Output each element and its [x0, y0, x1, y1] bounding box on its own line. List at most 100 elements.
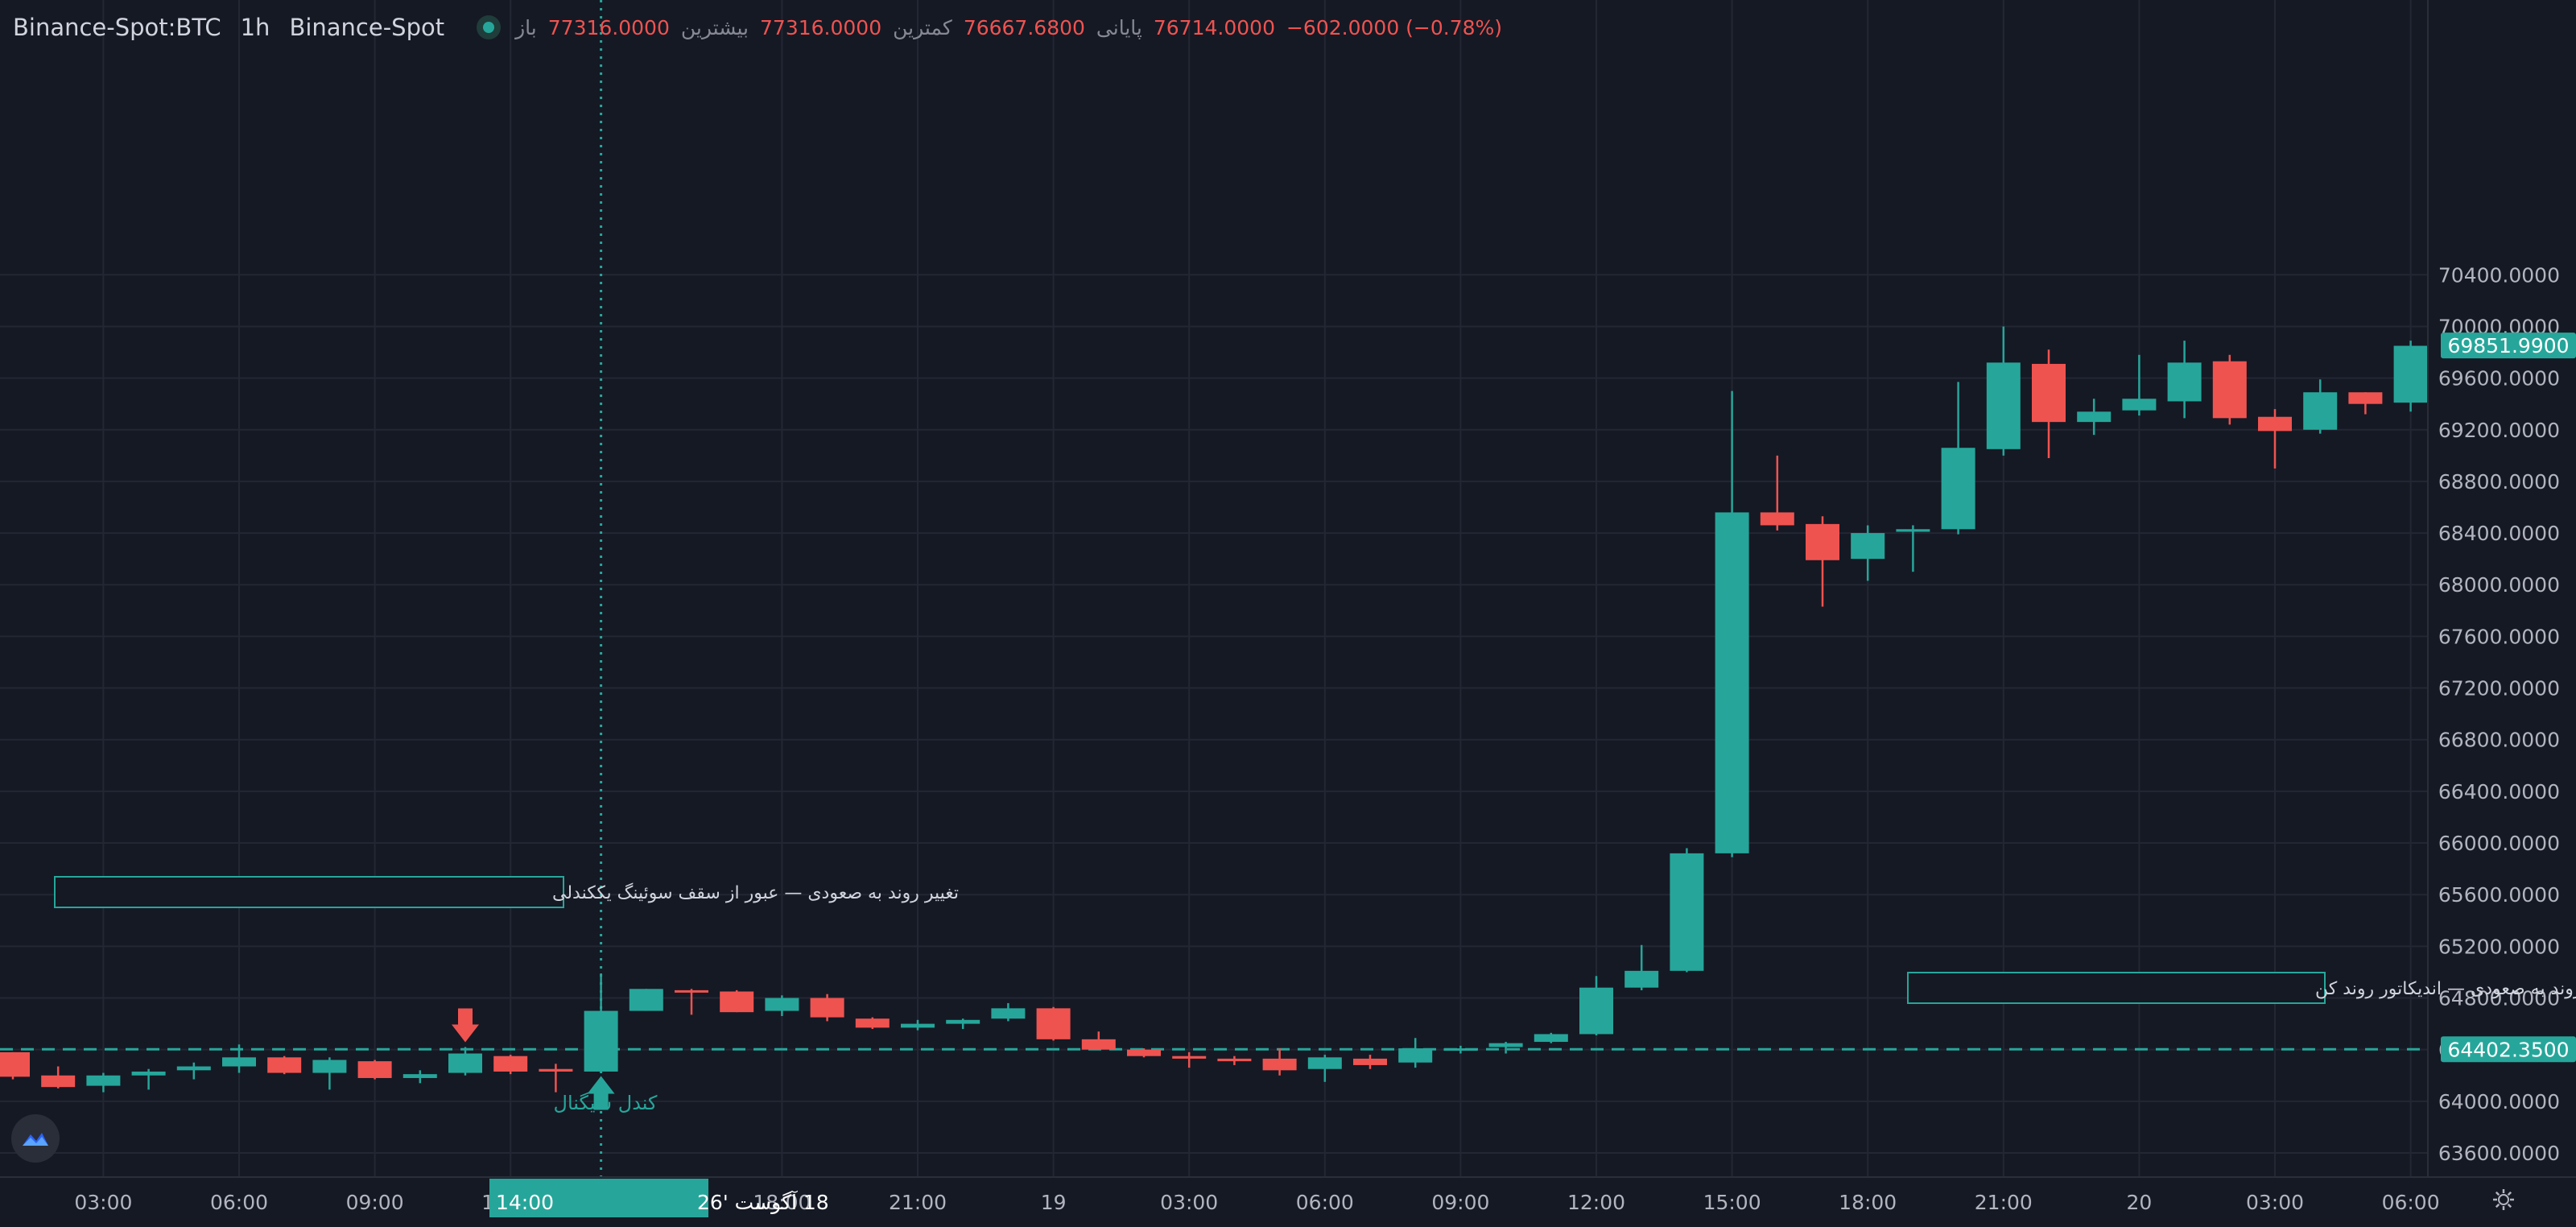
candle-body [1081, 1039, 1116, 1050]
price-tick-label: 65200.0000 [2438, 935, 2560, 958]
close-value: 76714.0000 [1153, 15, 1275, 39]
time-axis[interactable]: 03:00 06:00 09:00 12:00 18:00 21:00 19 03:00 06:… [0, 1176, 2576, 1217]
price-tick-label: 68400.0000 [2438, 522, 2560, 545]
price-tick-label: 64000.0000 [2438, 1090, 2560, 1113]
candle-body [2122, 399, 2157, 411]
candle-body [86, 1075, 121, 1086]
candle-body [1896, 529, 1930, 532]
high-label: بیشترین [680, 15, 749, 39]
price-tick-label: 64800.0000 [2438, 987, 2560, 1010]
candle-body [1851, 533, 1885, 560]
candle-body [946, 1019, 980, 1024]
right-annotation-box [1907, 972, 2326, 1004]
candle-body [1353, 1058, 1387, 1065]
candle-body [855, 1018, 890, 1028]
market-status-icon[interactable] [477, 15, 502, 39]
candle-body [1986, 362, 2021, 449]
candle-body [1534, 1034, 1568, 1043]
time-tick-label: 06:00 [1296, 1191, 1354, 1214]
price-tick-label: 67200.0000 [2438, 677, 2560, 700]
left-annotation-text: تغییر روند به صعودی — عبور از سقف سوئینگ… [552, 882, 959, 903]
price-tick-label: 63600.0000 [2438, 1142, 2560, 1165]
price-tick-label: 66800.0000 [2438, 729, 2560, 752]
open-value: 77316.0000 [547, 15, 670, 39]
chart-header: Binance-Spot:BTC 1h Binance-Spot باز 773… [0, 0, 2436, 55]
candle-body [810, 998, 844, 1018]
candle-body [402, 1074, 437, 1078]
low-value: 76667.6800 [963, 15, 1085, 39]
candle-body [2303, 392, 2338, 430]
candle-body [1262, 1058, 1297, 1071]
candle-body [357, 1061, 392, 1078]
symbol-name[interactable]: Binance-Spot:BTC [13, 14, 221, 41]
candle-body [2032, 363, 2066, 423]
left-annotation-box [54, 876, 564, 908]
time-tick-label: 09:00 [346, 1191, 404, 1214]
crosshair-date-label: 18 آگوست '26 [697, 1190, 829, 1214]
time-tick-label: 06:00 [2382, 1191, 2440, 1214]
candle-body [0, 1051, 30, 1077]
time-tick-label: 21:00 [889, 1191, 947, 1214]
candle-body [629, 989, 663, 1011]
settings-gear-icon[interactable] [2489, 1185, 2518, 1214]
signal-markers [452, 1008, 615, 1110]
timeframe[interactable]: 1h [240, 14, 270, 41]
sell-arrow-icon [452, 1008, 479, 1043]
high-value: 77316.0000 [760, 15, 882, 39]
candle-body [267, 1057, 302, 1073]
candle-body [2258, 416, 2292, 432]
candle-body [1760, 512, 1794, 526]
time-tick-label: 03:00 [74, 1191, 132, 1214]
candle-body [1715, 512, 1749, 853]
change-value: −602.0000 (−0.78%) [1286, 15, 1503, 39]
candle-body [1398, 1048, 1433, 1063]
candle-body [1670, 853, 1704, 971]
time-tick-label: 03:00 [2246, 1191, 2304, 1214]
candle-body [312, 1060, 347, 1073]
ohlc-legend: باز 77316.0000 بیشترین 77316.0000 کمترین… [515, 16, 1502, 39]
candle-body [41, 1075, 76, 1088]
time-tick-label: 09:00 [1431, 1191, 1489, 1214]
status-dot [483, 22, 495, 33]
candle-body [2348, 392, 2383, 404]
price-tick-label: 66400.0000 [2438, 780, 2560, 804]
candle-body [1941, 448, 1975, 530]
price-tick-label: 70400.0000 [2438, 263, 2560, 287]
time-tick-label: 18:00 [753, 1191, 811, 1214]
candle-body [1624, 970, 1659, 988]
candle-body [2167, 362, 2202, 402]
candle-body [1307, 1057, 1342, 1069]
candle-body [222, 1057, 256, 1067]
time-tick-label: 19 [1041, 1191, 1067, 1214]
candles [0, 326, 2428, 1093]
brand-logo-icon[interactable] [11, 1114, 60, 1163]
price-tag [2441, 1036, 2576, 1063]
candle-body [991, 1008, 1026, 1019]
low-label: کمترین [893, 15, 952, 39]
candle-body [448, 1053, 482, 1073]
time-tick-label: 15:00 [1703, 1191, 1761, 1214]
candle-body [1127, 1049, 1161, 1056]
crosshair-time-label: 14:00 [496, 1191, 554, 1214]
price-tick-label: 65600.0000 [2438, 883, 2560, 907]
open-label: باز [515, 15, 537, 39]
price-tick-label: 69200.0000 [2438, 419, 2560, 442]
candle-body [901, 1023, 935, 1028]
candle-body [176, 1066, 211, 1071]
time-tick-label: 18:00 [1839, 1191, 1897, 1214]
candle-body [539, 1068, 573, 1072]
candle-body [1488, 1043, 1523, 1047]
candle-body [2393, 345, 2428, 403]
signal-candle-label: کندل سیگنال [554, 1092, 658, 1114]
price-tag-label: 64402.3500 [2447, 1038, 2569, 1061]
exchange-name: Binance-Spot [289, 14, 445, 41]
price-tick-label: 67600.0000 [2438, 625, 2560, 648]
buy-arrow-icon [587, 1076, 615, 1110]
close-label: پایانی [1096, 15, 1142, 39]
price-tick-label: 68800.0000 [2438, 470, 2560, 494]
annotations: تغییر روند به صعودی — عبور از سقف سوئینگ… [54, 876, 2576, 1114]
price-axis[interactable]: 63600.000064000.000064400.000064800.0000… [2427, 0, 2576, 1177]
time-tick-label: 12:00 [1567, 1191, 1625, 1214]
